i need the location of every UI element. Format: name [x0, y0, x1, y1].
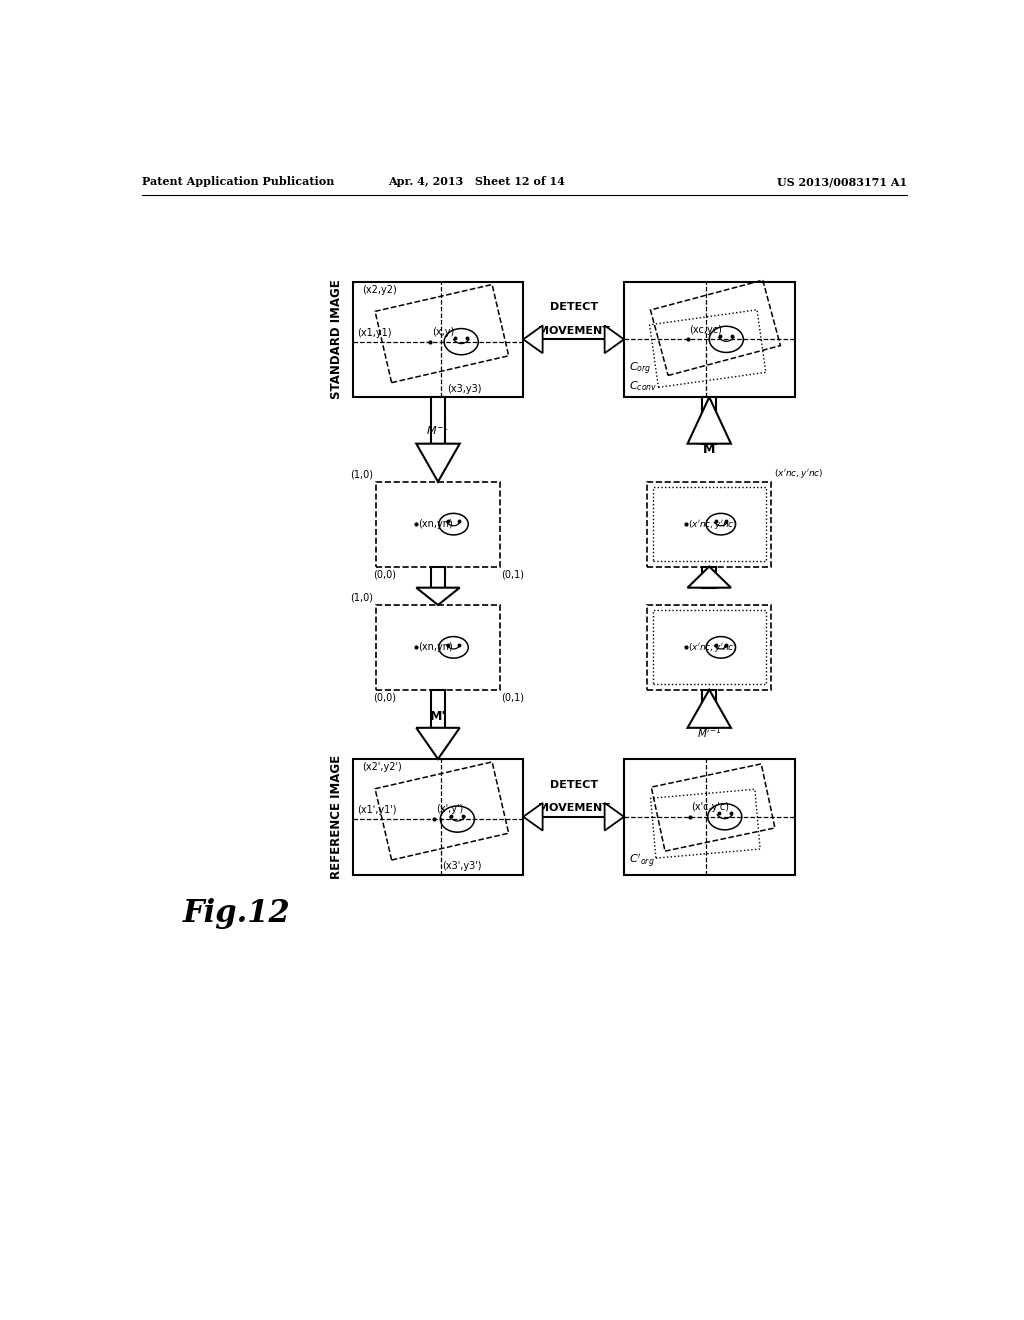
Text: (1,0): (1,0)	[350, 470, 373, 479]
Text: (0,0): (0,0)	[373, 570, 396, 579]
Text: (x,y): (x,y)	[432, 327, 454, 337]
Text: Apr. 4, 2013   Sheet 12 of 14: Apr. 4, 2013 Sheet 12 of 14	[388, 176, 565, 187]
Bar	[376, 482, 500, 566]
Bar	[652, 610, 766, 684]
Text: MOVEMENT: MOVEMENT	[538, 326, 609, 335]
Text: M': M'	[430, 710, 446, 722]
Text: $M^{-1}$: $M^{-1}$	[426, 421, 450, 438]
Bar	[702, 689, 716, 727]
Text: MOVEMENT: MOVEMENT	[538, 803, 609, 813]
Text: (x',y'): (x',y')	[435, 804, 463, 814]
Polygon shape	[417, 444, 460, 482]
Bar	[431, 397, 445, 444]
Text: $C_{org}$: $C_{org}$	[629, 360, 651, 378]
Text: (1,0): (1,0)	[350, 593, 373, 603]
Text: US 2013/0083171 A1: US 2013/0083171 A1	[777, 176, 907, 187]
Bar	[624, 281, 795, 397]
Text: (x'c,y'c): (x'c,y'c)	[691, 803, 729, 812]
Text: STANDARD IMAGE: STANDARD IMAGE	[331, 280, 343, 399]
Text: (x1',y1'): (x1',y1')	[356, 805, 396, 816]
Text: M: M	[703, 444, 716, 457]
Polygon shape	[417, 587, 460, 605]
Bar	[352, 759, 523, 875]
Text: (x1,y1): (x1,y1)	[356, 327, 391, 338]
Polygon shape	[687, 689, 731, 727]
Bar	[652, 487, 766, 561]
Text: (xn,yn): (xn,yn)	[418, 519, 453, 529]
Polygon shape	[687, 397, 731, 444]
Text: (x3,y3): (x3,y3)	[447, 384, 482, 395]
Text: Patent Application Publication: Patent Application Publication	[142, 176, 334, 187]
Bar	[376, 605, 500, 689]
Text: DETECT: DETECT	[550, 780, 598, 789]
Text: (x2,y2): (x2,y2)	[362, 285, 397, 294]
Polygon shape	[523, 326, 543, 354]
Text: (xn,yn): (xn,yn)	[418, 643, 453, 652]
Text: $M'^{-1}$: $M'^{-1}$	[697, 726, 721, 739]
Polygon shape	[417, 727, 460, 759]
Bar	[431, 566, 445, 587]
Polygon shape	[523, 803, 543, 830]
Text: (0,1): (0,1)	[502, 570, 524, 579]
Text: (x3',y3'): (x3',y3')	[442, 862, 481, 871]
Bar	[702, 566, 716, 587]
Bar	[647, 482, 771, 566]
Polygon shape	[687, 566, 731, 587]
Polygon shape	[604, 326, 624, 354]
Text: (0,0): (0,0)	[373, 693, 396, 702]
Text: (xc,yc): (xc,yc)	[689, 325, 722, 335]
Bar	[647, 605, 771, 689]
Text: $(x'nc,y'nc)$: $(x'nc,y'nc)$	[687, 640, 737, 653]
Text: REFERENCE IMAGE: REFERENCE IMAGE	[331, 755, 343, 879]
Text: DETECT: DETECT	[550, 302, 598, 313]
Bar	[431, 689, 445, 727]
Bar	[702, 397, 716, 444]
Text: $(x'nc,y'nc)$: $(x'nc,y'nc)$	[687, 517, 737, 531]
Polygon shape	[604, 803, 624, 830]
Bar	[352, 281, 523, 397]
Text: $(x'nc,y'nc)$: $(x'nc,y'nc)$	[773, 467, 823, 480]
Text: (0,1): (0,1)	[502, 693, 524, 702]
Text: (x2',y2'): (x2',y2')	[362, 762, 401, 772]
Text: Fig.12: Fig.12	[182, 898, 290, 928]
Bar	[624, 759, 795, 875]
Text: $C_{conv}$: $C_{conv}$	[629, 379, 657, 393]
Text: $C'_{org}$: $C'_{org}$	[629, 853, 654, 870]
